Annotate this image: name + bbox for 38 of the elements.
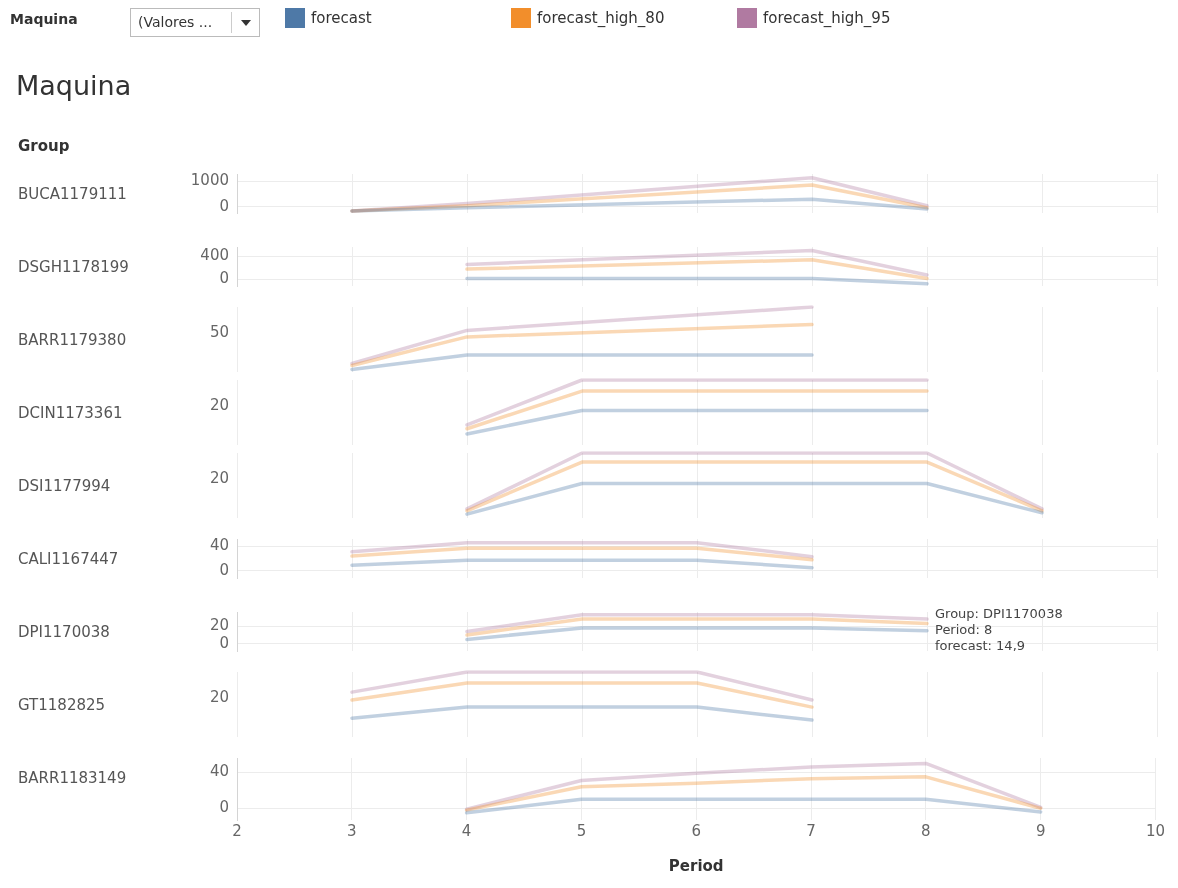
y-axis-title: BARR1183149 xyxy=(18,768,127,787)
y-axis-title: DPI1170038 xyxy=(18,622,110,641)
y-tick-label: 1000 xyxy=(190,171,229,190)
x-tick-label: 7 xyxy=(806,821,816,840)
annotation: Group: DPI1170038 Period: 8 forecast: 14,9 xyxy=(935,606,1063,654)
legend-label: forecast xyxy=(311,9,372,27)
x-tick-label: 8 xyxy=(921,821,931,840)
text: 50 xyxy=(208,323,229,341)
y-tick-label: 0 xyxy=(219,560,229,579)
y-tick-label: 40 xyxy=(209,762,229,781)
y-axis-title: BUCA1179111 xyxy=(18,184,127,203)
y-tick-label: 400 xyxy=(200,246,229,265)
y-axis-title: GT1182825 xyxy=(18,695,106,714)
y-axis-title: CALI1167447 xyxy=(18,549,119,568)
x-tick-label: 5 xyxy=(576,821,587,840)
text: Maquina xyxy=(10,11,78,27)
text: Group xyxy=(18,137,70,155)
y-axis-title: DCIN1173361 xyxy=(18,403,123,422)
x-tick-label: 6 xyxy=(691,821,701,840)
y-tick-label: 40 xyxy=(209,536,229,555)
y-tick-label: 0 xyxy=(219,196,229,215)
text: (Valores ... xyxy=(130,8,260,37)
y-axis-title: DSI1177994 xyxy=(18,476,111,495)
x-tick-label: 4 xyxy=(461,821,472,840)
y-tick-label: 0 xyxy=(219,269,229,288)
chart-title: Maquina xyxy=(16,70,132,101)
x-tick-label: 3 xyxy=(347,821,357,840)
y-tick-label: 0 xyxy=(219,798,229,817)
y-axis-title: DSGH1178199 xyxy=(18,257,129,276)
y-tick-label: 0 xyxy=(219,633,229,652)
x-axis-title: Period xyxy=(668,856,724,875)
legend-label: forecast_high_80 xyxy=(537,9,665,27)
y-axis-title: BARR1179380 xyxy=(18,330,127,349)
y-tick-label: 20 xyxy=(209,616,229,635)
x-tick-label: 9 xyxy=(1035,821,1046,840)
x-tick-label: 10 xyxy=(1145,821,1165,840)
legend-label: forecast_high_95 xyxy=(763,9,891,27)
x-tick-label: 2 xyxy=(232,821,242,840)
